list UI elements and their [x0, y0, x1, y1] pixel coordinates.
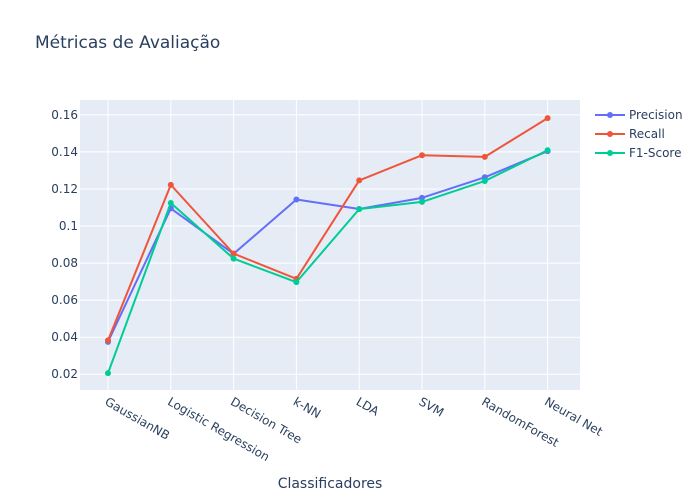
- data-point[interactable]: [105, 337, 111, 344]
- data-point[interactable]: [544, 147, 551, 154]
- y-tick-label: 0.1: [59, 219, 78, 233]
- data-point[interactable]: [356, 206, 363, 213]
- legend-swatch-marker: [607, 131, 613, 137]
- y-tick-label: 0.14: [51, 145, 78, 159]
- data-point[interactable]: [544, 115, 551, 122]
- legend[interactable]: Precision Recall F1-Score: [595, 108, 683, 160]
- data-point[interactable]: [419, 198, 425, 205]
- legend-item-precision[interactable]: Precision: [595, 108, 683, 122]
- x-tick-label: GaussianNB: [103, 394, 173, 442]
- data-point[interactable]: [230, 250, 237, 257]
- series-line: [107, 117, 549, 341]
- x-tick-label: Logistic Regression: [165, 394, 272, 464]
- legend-item-f1-score[interactable]: F1-Score: [595, 146, 681, 160]
- x-tick-label: LDA: [354, 394, 382, 418]
- series-recall: [105, 115, 551, 344]
- legend-item-recall[interactable]: Recall: [595, 127, 665, 141]
- data-point[interactable]: [105, 370, 111, 377]
- plot-background: [80, 100, 580, 390]
- data-point[interactable]: [356, 177, 363, 184]
- legend-label: Recall: [629, 127, 665, 141]
- chart-title: Métricas de Avaliação: [35, 33, 221, 53]
- data-point[interactable]: [167, 200, 174, 207]
- data-point[interactable]: [419, 152, 425, 159]
- x-tick-label: SVM: [417, 394, 447, 419]
- series-line: [107, 150, 548, 343]
- legend-label: F1-Score: [629, 146, 681, 160]
- x-tick-label: k-NN: [291, 394, 323, 421]
- y-tick-label: 0.08: [51, 256, 78, 270]
- legend-swatch-marker: [607, 150, 613, 156]
- data-point[interactable]: [481, 177, 488, 184]
- series-line: [107, 149, 549, 374]
- data-point[interactable]: [293, 196, 300, 203]
- data-point[interactable]: [167, 181, 174, 188]
- y-tick-label: 0.16: [51, 108, 78, 122]
- y-tick-label: 0.02: [51, 367, 78, 381]
- y-tick-label: 0.06: [51, 293, 78, 307]
- x-axis-title: Classificadores: [278, 476, 383, 492]
- data-point[interactable]: [293, 279, 300, 286]
- legend-swatch-marker: [607, 112, 613, 118]
- y-tick-labels: 0.02 0.04 0.06 0.08 0.1 0.12 0.14 0.16: [51, 108, 78, 381]
- series-f1-score: [105, 147, 551, 377]
- series-layer: [105, 115, 551, 377]
- data-point[interactable]: [481, 153, 488, 160]
- y-tick-label: 0.04: [51, 330, 78, 344]
- y-tick-label: 0.12: [51, 182, 78, 196]
- data-point[interactable]: [230, 255, 237, 262]
- legend-label: Precision: [629, 108, 683, 122]
